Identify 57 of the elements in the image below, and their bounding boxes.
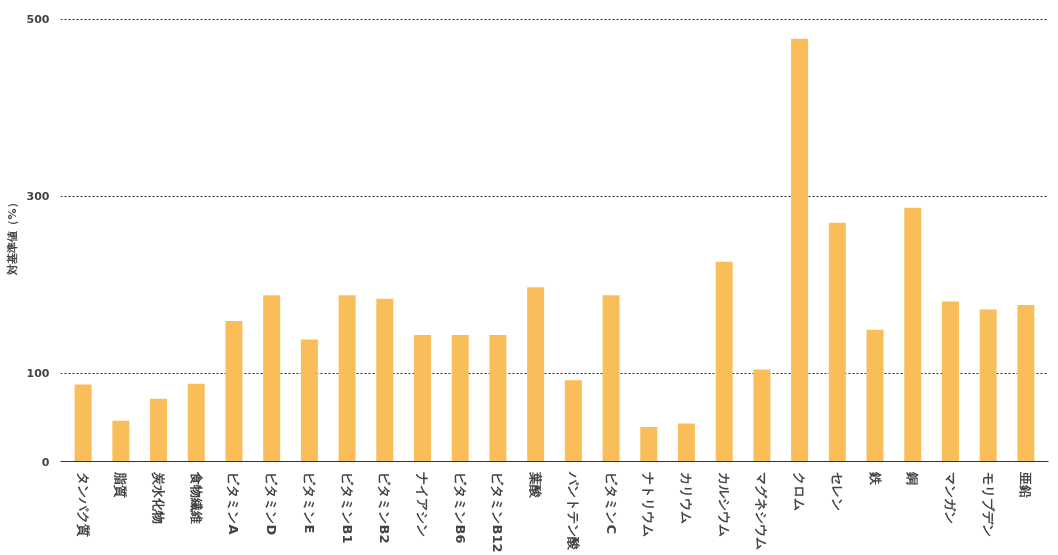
x-tick-label: ビタミンB6 bbox=[452, 472, 468, 544]
x-tick-label: マンガン bbox=[942, 472, 958, 525]
x-tick-label: 銅 bbox=[905, 471, 921, 486]
bar bbox=[753, 369, 771, 462]
x-tick-label: マグネシウム bbox=[754, 472, 770, 551]
bar bbox=[376, 298, 394, 462]
bar bbox=[489, 335, 507, 462]
bar bbox=[828, 222, 846, 462]
x-tick-label: 食物繊維 bbox=[188, 471, 204, 525]
bar bbox=[640, 427, 658, 462]
x-tick-label: ナイアシン bbox=[415, 472, 431, 538]
y-tick-label: 100 bbox=[26, 367, 50, 381]
x-tick-label: 亜鉛 bbox=[1018, 471, 1034, 499]
bar bbox=[300, 339, 318, 462]
x-tick-label: クロム bbox=[792, 472, 808, 512]
bar bbox=[187, 383, 205, 462]
x-tick-label: ナトリウム bbox=[641, 472, 657, 538]
bar bbox=[414, 335, 431, 462]
bar bbox=[74, 384, 92, 462]
y-tick-label: 300 bbox=[26, 190, 50, 204]
x-tick-label: 鉄 bbox=[867, 471, 883, 487]
bar bbox=[263, 295, 281, 462]
bar bbox=[866, 329, 884, 462]
x-tick-label: ビタミンE bbox=[301, 472, 317, 534]
bar bbox=[451, 335, 469, 462]
x-tick-label: モリブデン bbox=[980, 472, 996, 538]
bar bbox=[678, 423, 695, 462]
x-tick-label: 炭水化物 bbox=[151, 471, 167, 525]
y-tick-label: 500 bbox=[26, 13, 50, 27]
x-tick-label: カリウム bbox=[678, 472, 694, 525]
bar bbox=[979, 309, 997, 462]
bar bbox=[715, 261, 733, 462]
x-tick-label: パントテン酸 bbox=[565, 471, 581, 552]
bar bbox=[527, 287, 545, 462]
y-axis-title: 対基準値（%） bbox=[5, 197, 19, 276]
x-tick-label: ビタミンC bbox=[603, 472, 619, 535]
y-tick-label: 0 bbox=[41, 455, 50, 469]
x-tick-label: タンパク質 bbox=[75, 472, 91, 538]
bar bbox=[150, 398, 168, 462]
bar bbox=[338, 295, 356, 462]
bar bbox=[112, 420, 130, 462]
x-tick-label: ビタミンB2 bbox=[377, 472, 393, 544]
bar bbox=[225, 320, 243, 462]
x-tick-label: セレン bbox=[829, 472, 845, 512]
bar bbox=[564, 380, 582, 462]
bar bbox=[941, 301, 959, 462]
x-tick-label: ビタミンA bbox=[226, 472, 242, 535]
x-tick-label: ビタミンB1 bbox=[339, 472, 355, 544]
x-tick-label: 脂質 bbox=[113, 471, 129, 499]
bar bbox=[904, 207, 922, 462]
x-tick-label: ビタミンD bbox=[264, 472, 280, 536]
x-tick-label: カルシウム bbox=[716, 472, 732, 538]
bar bbox=[791, 38, 809, 462]
bar bbox=[602, 295, 620, 462]
x-tick-label: ビタミンB12 bbox=[490, 472, 506, 553]
bar bbox=[1017, 304, 1035, 462]
x-tick-label: 葉酸 bbox=[528, 471, 544, 500]
